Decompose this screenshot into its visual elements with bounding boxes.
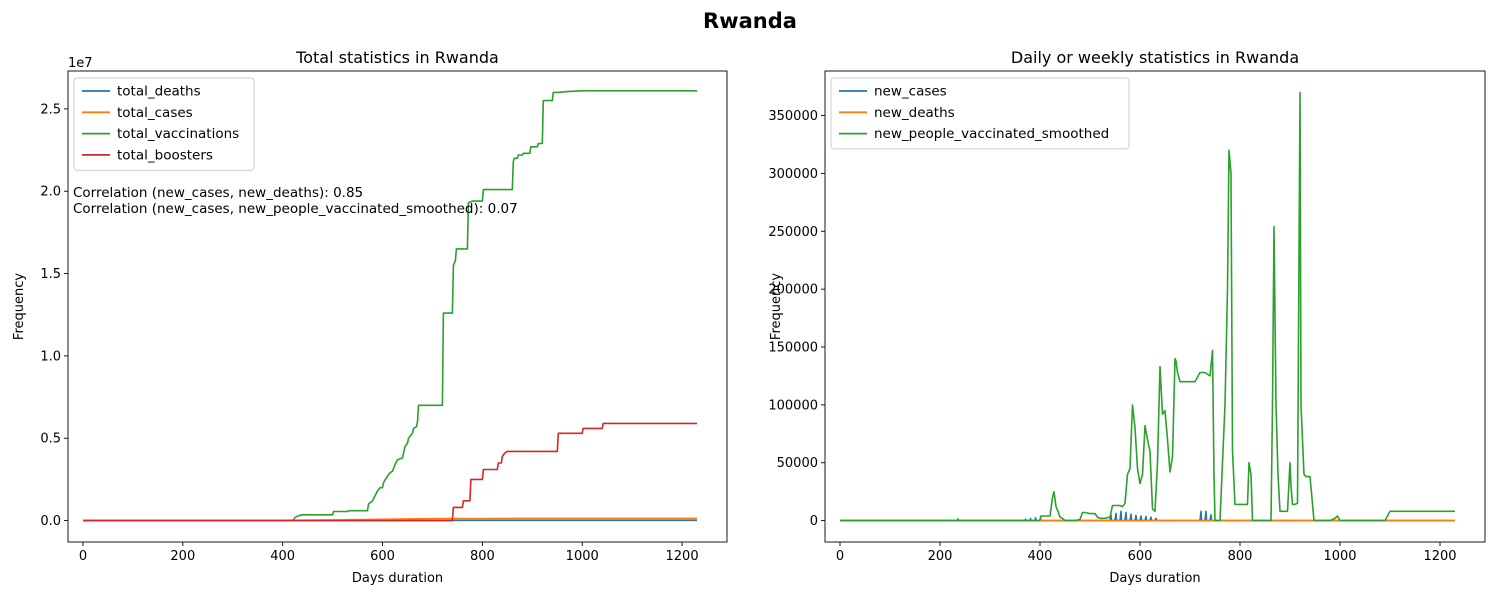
y-tick-label: 1.5 (40, 267, 61, 282)
axes-frame (67, 70, 728, 543)
plot-area (840, 91, 1455, 522)
x-tick-label: 0 (79, 549, 87, 564)
x-tick-label: 400 (1028, 549, 1053, 564)
legend-box (830, 77, 1130, 150)
x-tick-label: 1000 (1323, 549, 1356, 564)
legend-label: new_cases (874, 84, 947, 100)
plot-area (83, 90, 697, 522)
y-tick-label: 250000 (768, 225, 818, 240)
x-tick-label: 400 (270, 549, 295, 564)
y-tick-label: 0 (810, 514, 818, 529)
x-tick-label: 200 (928, 549, 953, 564)
y-tick-label: 0.0 (40, 514, 61, 529)
chart-panel-1: Total statistics in Rwanda 0 200 400 600 800 1… (12, 48, 728, 586)
x-tick-label: 200 (170, 549, 195, 564)
x-tick-label: 1200 (1423, 549, 1456, 564)
x-tick-label: 800 (1228, 549, 1253, 564)
y-tick-label: 1.0 (40, 349, 61, 364)
series-line-new_cases (840, 510, 1455, 522)
y-tick-label: 100000 (768, 398, 818, 413)
y-offset-label: 1e7 (68, 56, 93, 71)
y-tick-label: 350000 (768, 109, 818, 124)
y-tick-label: 150000 (768, 341, 818, 356)
x-tick-label: 1200 (666, 549, 699, 564)
figure-suptitle: Rwanda (703, 9, 797, 33)
legend: new_cases new_deaths new_people_vaccinated… (830, 77, 1130, 150)
x-tick-label: 0 (836, 549, 844, 564)
x-tick-label: 800 (470, 549, 495, 564)
chart-panel-2: Daily or weekly statistics in Rwanda 0 200… (768, 48, 1486, 586)
correlation-annotation: Correlation (new_cases, new_people_vacci… (73, 201, 518, 217)
y-axis-label: Frequency (12, 273, 27, 340)
series-line-total_vaccinations (83, 90, 697, 522)
legend-label: total_deaths (117, 84, 201, 100)
chart-title: Total statistics in Rwanda (295, 48, 499, 67)
y-tick-label: 0.5 (40, 432, 61, 447)
x-tick-label: 1000 (566, 549, 599, 564)
legend-label: total_vaccinations (117, 126, 239, 142)
correlation-annotation: Correlation (new_cases, new_deaths): 0.8… (73, 185, 363, 201)
x-axis-label: Days duration (1109, 571, 1200, 586)
legend: total_deaths total_cases total_vaccination… (73, 77, 255, 171)
legend-label: total_cases (117, 105, 193, 121)
y-axis-label: Frequency (769, 273, 784, 340)
legend-box (73, 77, 255, 171)
legend-label: new_people_vaccinated_smoothed (874, 126, 1109, 142)
axes-frame (824, 70, 1486, 543)
legend-label: total_boosters (117, 147, 213, 163)
y-tick-label: 2.0 (40, 185, 61, 200)
y-tick-label: 2.5 (40, 102, 61, 117)
x-tick-label: 600 (1128, 549, 1153, 564)
x-tick-label: 600 (370, 549, 395, 564)
x-axis-label: Days duration (352, 571, 443, 586)
chart-title: Daily or weekly statistics in Rwanda (1011, 48, 1299, 67)
legend-label: new_deaths (874, 105, 955, 121)
y-tick-label: 200000 (768, 283, 818, 298)
y-tick-label: 50000 (777, 456, 818, 471)
series-line-total_boosters (83, 422, 697, 522)
series-line-new_people_vaccinated_smoothed (840, 91, 1455, 522)
y-tick-label: 300000 (768, 167, 818, 182)
